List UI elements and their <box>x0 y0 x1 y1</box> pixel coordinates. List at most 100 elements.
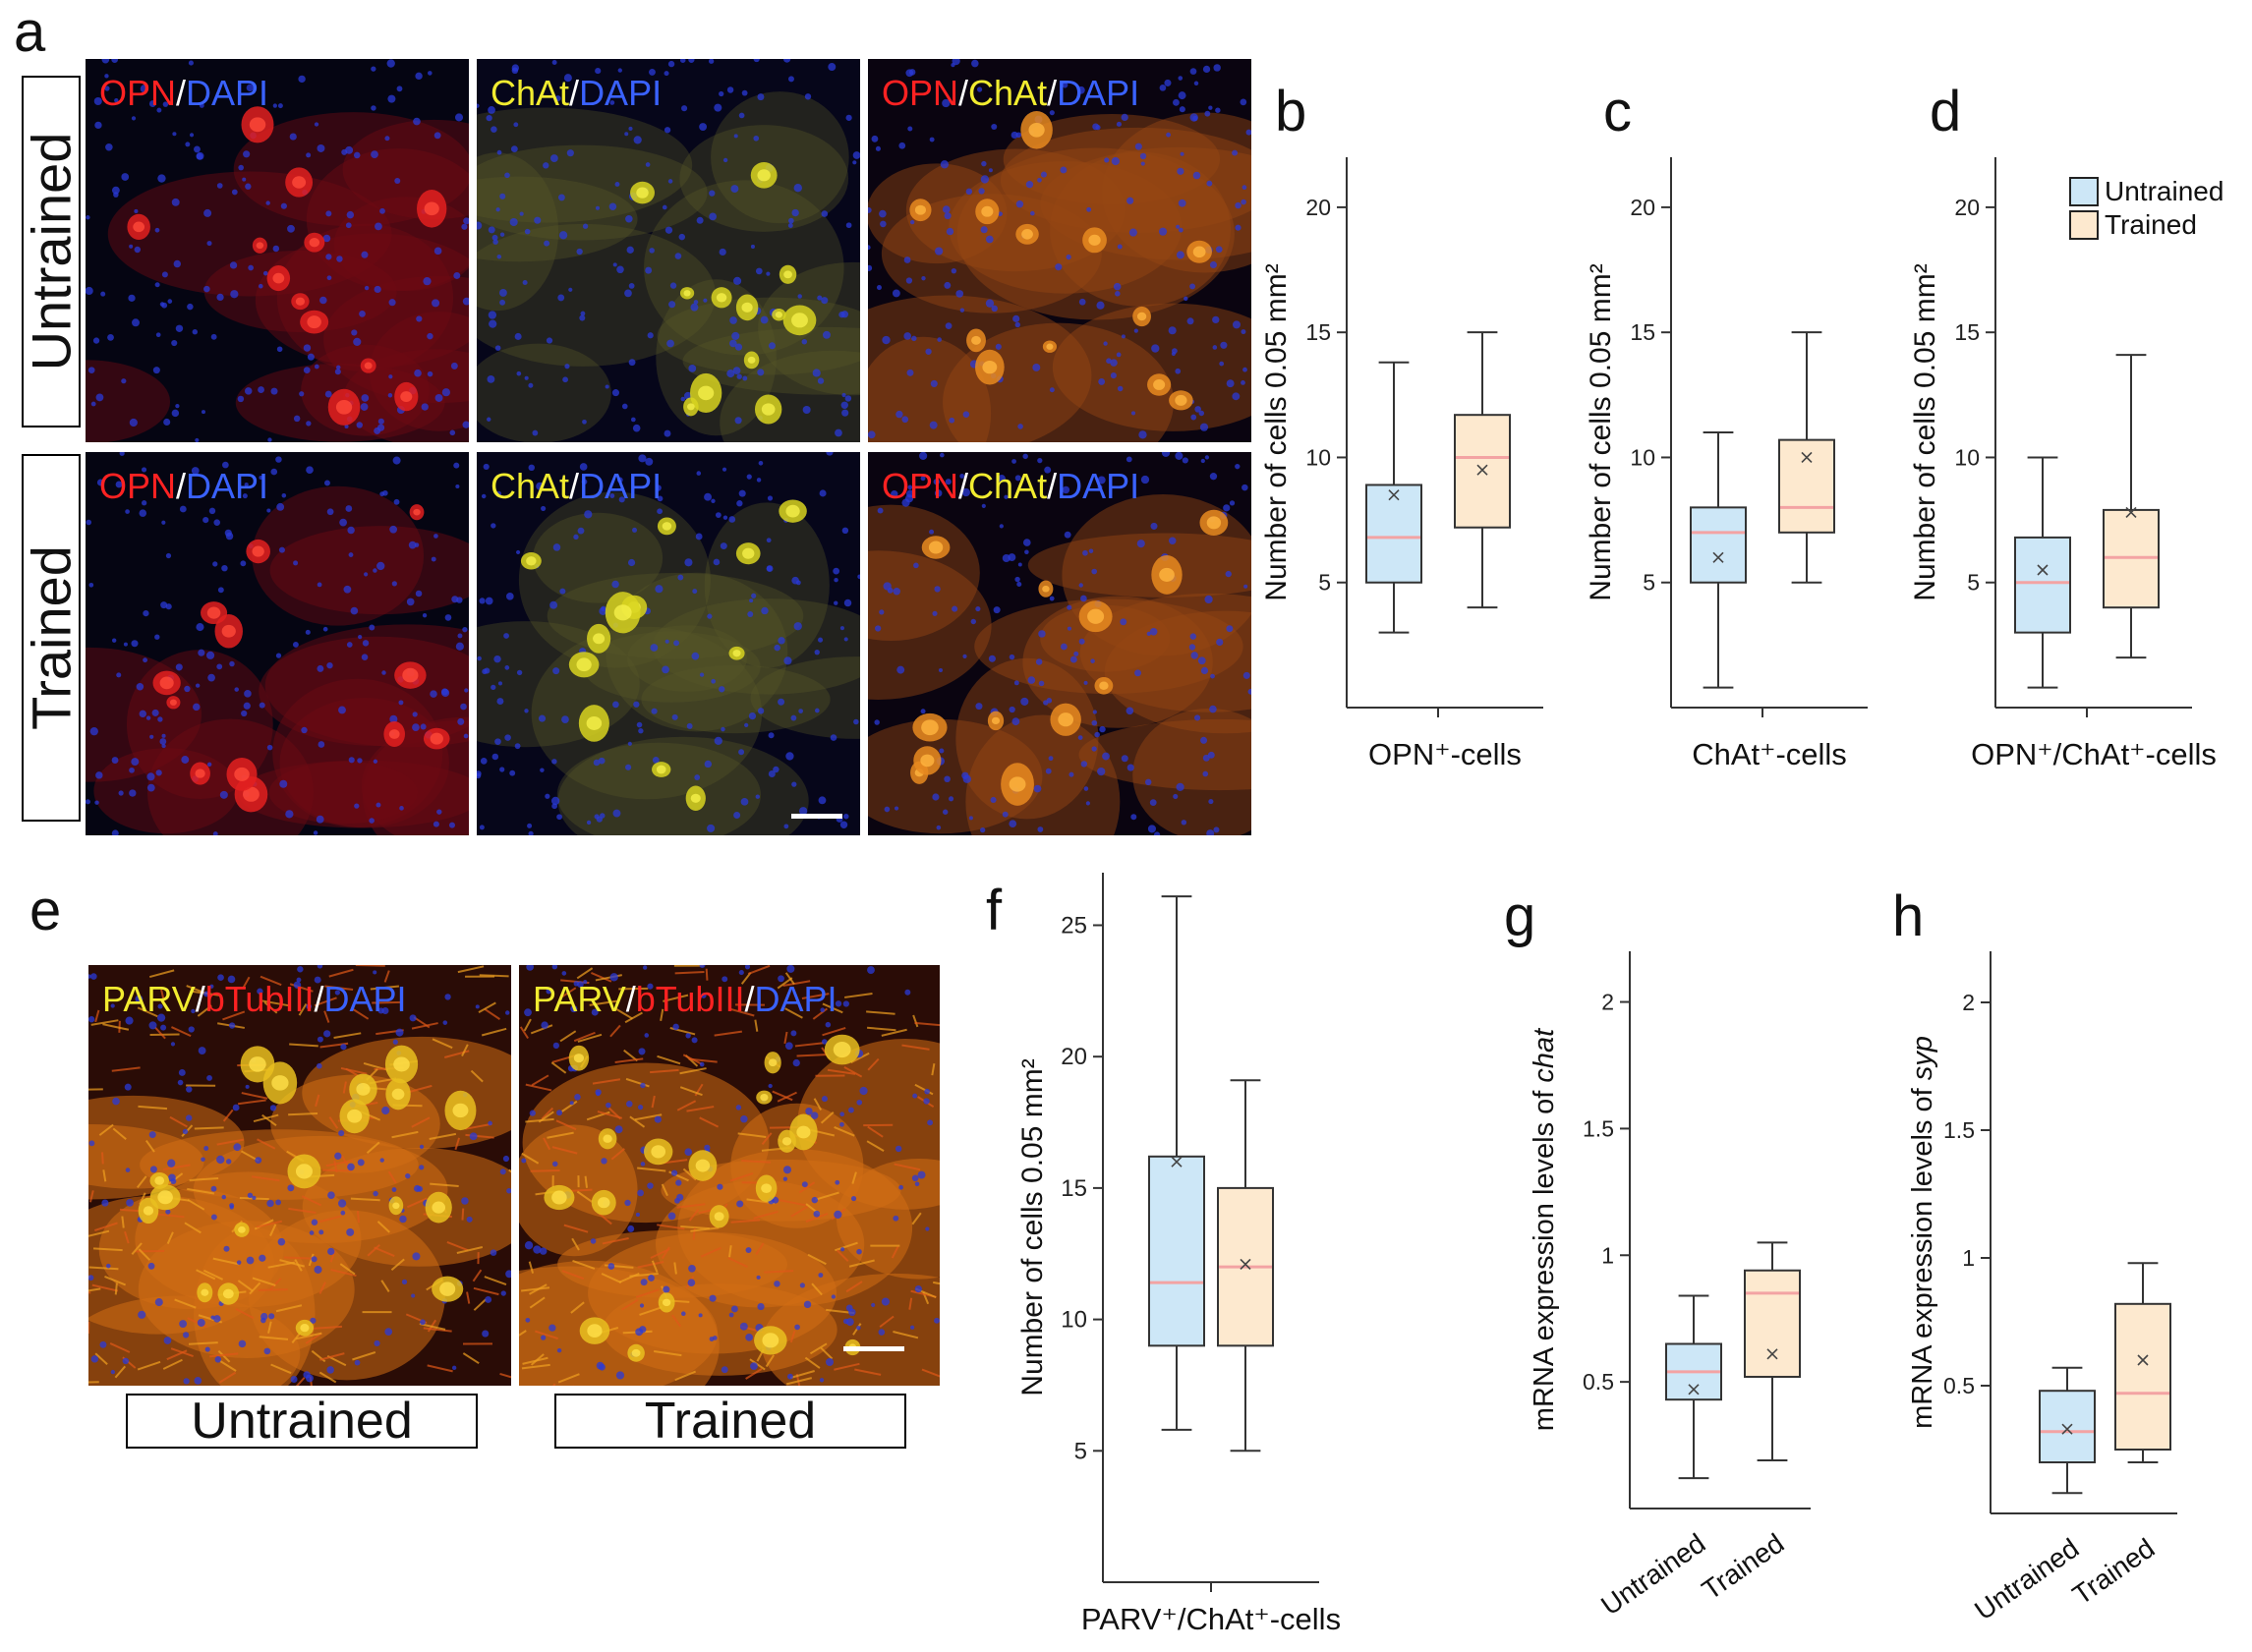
nucleus-dot <box>733 811 741 820</box>
nucleus-dot <box>667 1212 676 1221</box>
nucleus-dot <box>1175 452 1184 460</box>
nucleus-dot <box>488 311 497 319</box>
fiber <box>543 1137 551 1151</box>
fiber <box>845 1281 863 1293</box>
fiber <box>90 1019 119 1026</box>
nucleus-dot <box>1115 291 1121 297</box>
tissue-haze <box>272 678 443 828</box>
nucleus-dot <box>461 1197 469 1205</box>
fiber <box>790 1205 809 1218</box>
nucleus-dot <box>488 106 495 114</box>
fiber <box>295 1332 322 1340</box>
nucleus-dot <box>1046 698 1053 704</box>
nucleus-dot <box>350 606 359 615</box>
nucleus-dot <box>819 1378 825 1383</box>
nucleus-dot <box>944 281 952 289</box>
nucleus-dot <box>814 649 820 655</box>
fiber <box>242 976 251 990</box>
fiber <box>88 1287 101 1292</box>
nucleus-dot <box>871 135 879 142</box>
nucleus-dot <box>1014 576 1020 583</box>
stained-cell-core <box>238 1225 246 1233</box>
nucleus-dot <box>353 151 361 159</box>
nucleus-dot <box>297 966 304 973</box>
fiber <box>657 1054 681 1065</box>
y-tick-label: 20 <box>1954 195 1980 220</box>
fiber <box>660 1008 664 1022</box>
nucleus-dot <box>419 1165 425 1170</box>
nucleus-dot <box>433 821 439 827</box>
nucleus-dot <box>412 1252 421 1261</box>
box-iqr <box>1454 414 1511 529</box>
nucleus-dot <box>615 1371 625 1380</box>
fiber <box>779 1199 806 1207</box>
fiber <box>222 1010 246 1021</box>
fiber <box>812 1007 829 1020</box>
nucleus-dot <box>477 103 480 108</box>
nucleus-dot <box>1200 458 1205 464</box>
nucleus-dot <box>934 489 943 497</box>
nucleus-dot <box>791 781 797 787</box>
nucleus-dot <box>1069 655 1077 663</box>
nucleus-dot <box>831 1294 837 1299</box>
nucleus-dot <box>170 1178 177 1185</box>
nucleus-dot <box>686 722 693 729</box>
nucleus-dot <box>96 479 104 486</box>
fiber <box>144 1139 155 1153</box>
nucleus-dot <box>163 418 171 426</box>
nucleus-dot <box>669 282 677 289</box>
nucleus-dot <box>633 701 640 708</box>
nucleus-dot <box>266 744 273 751</box>
nucleus-dot <box>586 820 592 826</box>
nucleus-dot <box>86 286 93 296</box>
stained-cell-core <box>295 297 306 306</box>
nucleus-dot <box>792 1058 800 1067</box>
condition-label-trained-e: Trained <box>554 1394 906 1449</box>
nucleus-dot <box>709 1337 715 1341</box>
tissue-haze <box>949 160 1183 294</box>
nucleus-dot <box>529 1110 536 1116</box>
mean-marker <box>1388 489 1400 501</box>
nucleus-dot <box>389 714 398 723</box>
nucleus-dot <box>549 154 558 162</box>
stain-label: PARV/bTubIII/DAPI <box>533 979 837 1019</box>
nucleus-dot <box>381 1007 389 1014</box>
fiber <box>754 1019 759 1032</box>
stained-cell-core <box>762 1333 780 1348</box>
stained-cell-core <box>154 1176 165 1185</box>
nucleus-dot <box>338 706 346 714</box>
fiber <box>166 1231 174 1244</box>
nucleus-dot <box>907 126 913 132</box>
nucleus-dot <box>361 394 370 402</box>
nucleus-dot <box>835 1000 842 1007</box>
fiber <box>801 993 830 999</box>
nucleus-dot <box>258 283 263 289</box>
nucleus-dot <box>1008 553 1016 561</box>
nucleus-dot <box>382 489 388 496</box>
nucleus-dot <box>893 588 900 596</box>
nucleus-dot <box>86 215 90 220</box>
nucleus-dot <box>1022 453 1028 460</box>
fiber <box>661 1183 668 1197</box>
nucleus-dot <box>644 1033 650 1038</box>
legend-label: Trained <box>2105 209 2197 240</box>
nucleus-dot <box>427 71 433 76</box>
nucleus-dot <box>125 509 130 514</box>
nucleus-dot <box>216 293 224 302</box>
nucleus-dot <box>177 1079 184 1086</box>
fiber <box>615 1007 633 1020</box>
nucleus-dot <box>1215 246 1223 254</box>
nucleus-dot <box>937 337 942 342</box>
fiber <box>466 1291 471 1304</box>
nucleus-dot <box>645 162 651 167</box>
nucleus-dot <box>325 210 332 217</box>
tissue-haze <box>518 491 711 668</box>
nucleus-dot <box>1126 456 1132 463</box>
tissue-haze <box>1052 303 1251 431</box>
nucleus-dot <box>136 682 144 691</box>
micrograph-trained-parv-btub: PARV/bTubIII/DAPI <box>519 965 940 1386</box>
nucleus-dot <box>534 216 542 224</box>
nucleus-dot <box>121 173 130 181</box>
nucleus-dot <box>311 1219 318 1225</box>
nucleus-dot <box>196 623 204 632</box>
